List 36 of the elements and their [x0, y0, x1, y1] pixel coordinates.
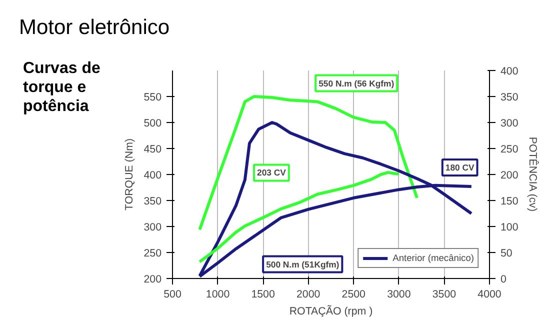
- x-tick-label: 2000: [296, 288, 320, 300]
- y2-tick-label: 50: [500, 248, 512, 260]
- annotation: 180 CV: [445, 162, 474, 173]
- y2-tick-label: 150: [500, 196, 518, 208]
- y2-axis-title: POTÊNCIA (cv): [526, 136, 540, 212]
- x-axis-title: ROTAÇÃO (rpm ): [289, 304, 373, 318]
- y2-tick-label: 350: [500, 92, 518, 104]
- y2-tick-label: 400: [500, 66, 518, 78]
- x-tick-label: 1000: [206, 288, 230, 300]
- y-axis-title: TORQUE (Nm): [124, 138, 136, 211]
- annotation: 500 N.m (51Kgfm): [266, 259, 340, 270]
- y-tick-label: 300: [144, 222, 162, 234]
- y2-tick-label: 300: [500, 118, 518, 130]
- y2-tick-label: 200: [500, 170, 518, 182]
- x-tick-label: 500: [164, 288, 182, 300]
- y2-tick-label: 0: [500, 274, 506, 286]
- annotation: 203 CV: [257, 168, 286, 178]
- y-tick-label: 500: [144, 118, 162, 130]
- y-tick-label: 450: [144, 144, 162, 156]
- line-series: [198, 95, 419, 232]
- chart-title: Motor eletrônico: [19, 15, 170, 41]
- y-tick-label: 200: [144, 274, 162, 286]
- x-tick-label: 4000: [478, 288, 502, 300]
- text: Curvas de torque e potência: [23, 59, 102, 117]
- annotation: 550 N.m (56 Kgfm): [318, 78, 394, 88]
- y-tick-label: 550: [144, 92, 162, 104]
- x-tick-label: 3500: [432, 288, 456, 300]
- y-tick-label: 350: [144, 196, 162, 208]
- y-tick-label: 250: [144, 248, 162, 260]
- x-tick-label: 3000: [387, 288, 411, 300]
- x-tick-label: 2500: [342, 288, 366, 300]
- y2-tick-label: 250: [500, 144, 518, 156]
- y-tick-label: 400: [144, 170, 162, 182]
- y2-tick-label: 100: [500, 222, 518, 234]
- legend-label: Anterior (mecânico): [392, 253, 474, 263]
- x-tick-label: 1500: [251, 288, 275, 300]
